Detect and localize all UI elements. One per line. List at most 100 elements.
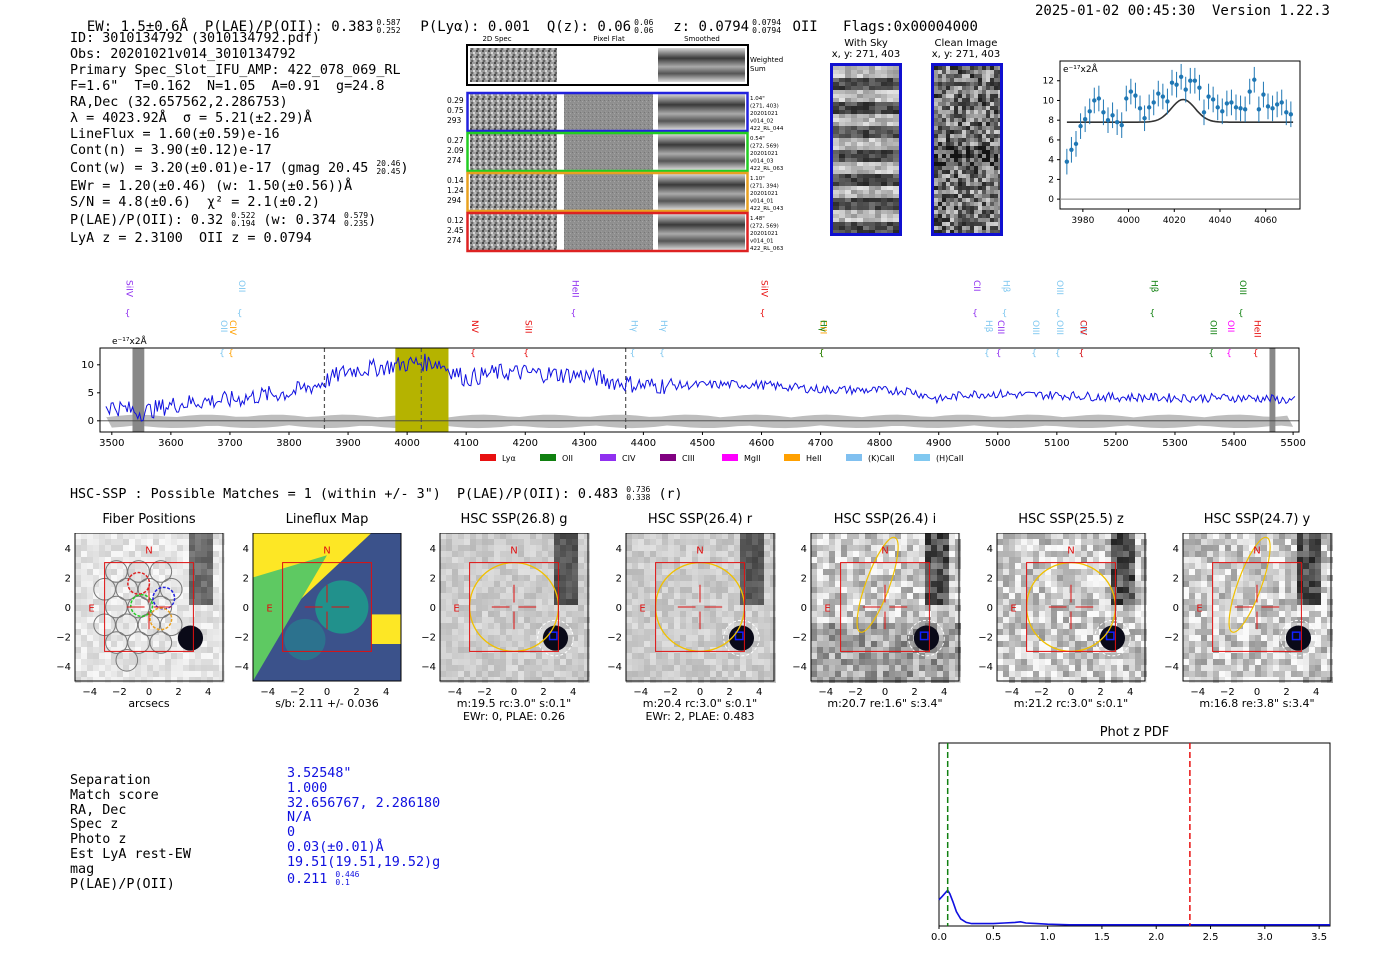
- cutout-right-label: 0.54": [750, 136, 765, 142]
- match-label: Match score: [70, 787, 159, 803]
- line-marker-label: Hβ: [1148, 280, 1158, 293]
- fit-ytick: 12: [1043, 77, 1054, 87]
- info-lyaz: LyA z = 2.3100 OII z = 0.0794: [70, 231, 312, 246]
- spec-xtick: 4800: [867, 438, 892, 449]
- line-marker-label: NV: [469, 320, 479, 334]
- panel-xtick: −2: [848, 687, 863, 698]
- panel-north: N: [881, 546, 888, 557]
- panel-xtick: 4: [383, 687, 389, 698]
- panel-xtick: 0: [1068, 687, 1074, 698]
- panel-ytick: 0: [1173, 603, 1179, 614]
- panel-ytick: 0: [801, 603, 807, 614]
- match-plae: 0.211: [287, 871, 328, 887]
- panel-ytick: −4: [792, 662, 807, 673]
- fit-xtick: 4000: [1117, 216, 1140, 226]
- match-label: P(LAE)/P(OII): [70, 876, 175, 892]
- fit-data-point: [1092, 98, 1097, 103]
- panel-xtick: −4: [1004, 687, 1019, 698]
- panel-xtick: 4: [570, 687, 576, 698]
- panel-ytick: 2: [616, 573, 622, 584]
- spec-xtick: 3900: [335, 438, 360, 449]
- plae-w-text: (w: 0.374: [263, 213, 336, 228]
- panel-ytick: −4: [978, 662, 993, 673]
- clean-image: [931, 63, 1003, 236]
- weighted-smooth: [658, 48, 745, 82]
- contw-text: Cont(w) = 3.20(±0.01)e-17 (gmag 20.45: [70, 161, 369, 176]
- panel-ytick: −2: [607, 633, 622, 644]
- info-line: F=1.6" T=0.162 N=1.05 A=0.91 g=24.8: [70, 79, 385, 94]
- line-marker-bracket: {: [1031, 349, 1037, 359]
- panel-ytick: −2: [1164, 633, 1179, 644]
- cutout-left-label: 0.14: [447, 176, 464, 185]
- line-marker-bracket: {: [1238, 309, 1244, 319]
- weighted-frame: [466, 44, 749, 86]
- cutout-row-frame: [466, 91, 749, 133]
- fit-data-point: [1201, 110, 1207, 115]
- line-marker-label: HeII: [570, 280, 580, 298]
- pdf-xtick: 3.5: [1311, 932, 1327, 943]
- cutout-2d: [470, 134, 557, 170]
- panel-xtick: −2: [290, 687, 305, 698]
- cutout-right-label: 1.48": [750, 216, 765, 222]
- panel-xtick: 4: [756, 687, 762, 698]
- header-qz: Q(z): 0.06: [546, 19, 632, 35]
- match-value: N/A: [287, 810, 312, 826]
- spec-xtick: 5200: [1103, 438, 1128, 449]
- fit-data-point: [1270, 106, 1275, 111]
- fit-ytick: 0: [1048, 195, 1054, 205]
- spec-xtick: 5000: [985, 438, 1010, 449]
- legend-swatch: [540, 454, 556, 461]
- fit-xtick: 4020: [1163, 216, 1186, 226]
- info-block: ID: 3010134792 (3010134792.pdf) Obs: 202…: [70, 31, 409, 247]
- match-value: 0.211 0.446 0.1: [287, 870, 440, 888]
- spec-ylabel: e⁻¹⁷x2Å: [112, 335, 148, 347]
- panel-east: E: [453, 603, 459, 614]
- fit-data-point: [1156, 91, 1161, 96]
- line-marker-label: SiIV: [759, 280, 769, 298]
- panel-north: N: [1253, 546, 1260, 557]
- panel-xtick: −4: [260, 687, 275, 698]
- panel-ytick: 4: [430, 544, 436, 555]
- panel-ytick: 4: [65, 544, 71, 555]
- panel-caption: m:16.8 re:3.8" s:3.4": [1199, 697, 1315, 710]
- info-line: Obs: 20201021v014_3010134792: [70, 47, 296, 62]
- pdf-xtick: 1.5: [1094, 932, 1110, 943]
- fit-data-point: [1137, 106, 1143, 111]
- plae-sub: 0.194: [231, 219, 256, 228]
- panel-ytick: −2: [56, 633, 71, 644]
- panel-east: E: [88, 603, 94, 614]
- panel-ytick: 0: [65, 603, 71, 614]
- fit-data-point: [1265, 104, 1271, 109]
- panel-xtick: 0: [882, 687, 888, 698]
- spec-xtick: 4600: [749, 438, 774, 449]
- hsc-sup: 0.736: [626, 485, 651, 494]
- line-marker-bracket: {: [819, 349, 825, 359]
- panel-ytick: 4: [1173, 544, 1179, 555]
- fit-data-point: [1197, 85, 1202, 90]
- panel-xtick: 0: [146, 687, 152, 698]
- cutout-right-label: (271, 394): [750, 184, 779, 190]
- panel-xtick: 2: [1283, 687, 1289, 698]
- line-marker-bracket: {: [1078, 349, 1084, 359]
- panel-xtick: 0: [1254, 687, 1260, 698]
- spec-xtick: 4000: [394, 438, 419, 449]
- cutout-right-label: (272, 569): [750, 224, 779, 230]
- header-right: 2025-01-02 00:45:30 Version 1.22.3: [1034, 3, 1330, 19]
- match-value: 32.656767, 2.286180: [287, 795, 441, 811]
- cutout-right-label: v014_02: [750, 119, 774, 125]
- panel-xtick: −2: [1034, 687, 1049, 698]
- line-marker-bracket: {: [237, 309, 243, 319]
- panel-title: HSC SSP(25.5) z: [1018, 512, 1124, 527]
- plae-sup: 0.522: [231, 211, 256, 220]
- cutout-smooth: [658, 134, 745, 170]
- fit-data-point: [1188, 78, 1193, 83]
- fit-data-point: [1110, 113, 1115, 118]
- clean-title: Clean Image: [934, 38, 998, 49]
- spec-xtick: 4700: [808, 438, 833, 449]
- cutout-right-label: 422_RL_063: [750, 166, 784, 172]
- pdf-xtick: 0.5: [985, 932, 1001, 943]
- panel-xtick: −4: [633, 687, 648, 698]
- line-marker-label: CIII: [818, 320, 828, 334]
- cutout-right-label: 1.04": [750, 96, 765, 102]
- spec-xtick: 4100: [453, 438, 478, 449]
